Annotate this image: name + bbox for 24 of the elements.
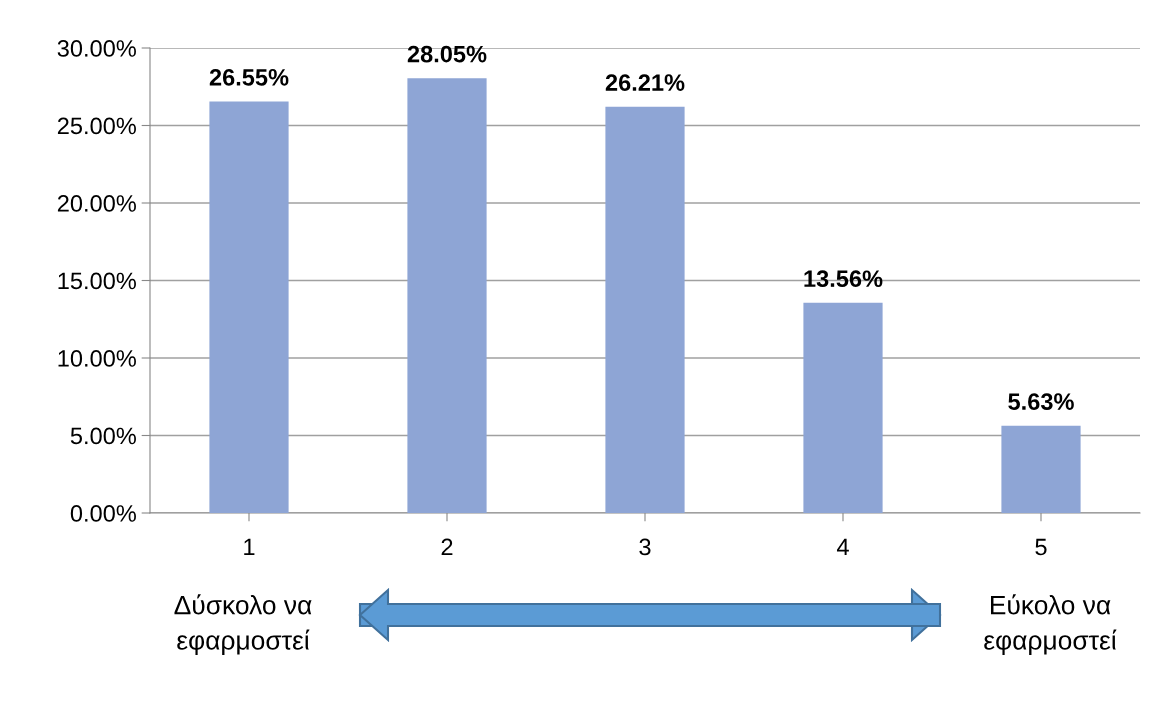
y-tick-label: 30.00% [57,40,136,57]
data-label: 26.21% [605,74,685,91]
bar [803,302,883,513]
y-tick-label: 5.00% [70,427,136,445]
y-tick-label: 0.00% [70,505,136,522]
bar [209,101,289,513]
y-tick-label: 15.00% [58,272,136,290]
text: Εύκολο να εφαρμοστεί [984,594,1117,655]
x-tick-label: 2 [441,538,453,556]
y-tick-label: 25.00% [57,117,136,135]
data-label: 13.56% [804,270,883,288]
text: Δύσκολο να εφαρμοστεί [174,594,312,655]
x-tick-label: 1 [244,538,255,556]
bar [605,106,685,513]
y-tick-label: 10.00% [58,350,136,367]
x-tick-label: 4 [836,538,849,556]
data-label: 26.55% [209,68,289,86]
y-tick-label: 20.00% [57,195,136,212]
data-label: 28.05% [407,45,487,63]
bar [407,78,487,513]
x-tick-label: 5 [1035,538,1047,556]
data-label: 5.63% [1008,393,1074,410]
x-tick-label: 3 [639,538,651,556]
bar [1001,425,1081,513]
